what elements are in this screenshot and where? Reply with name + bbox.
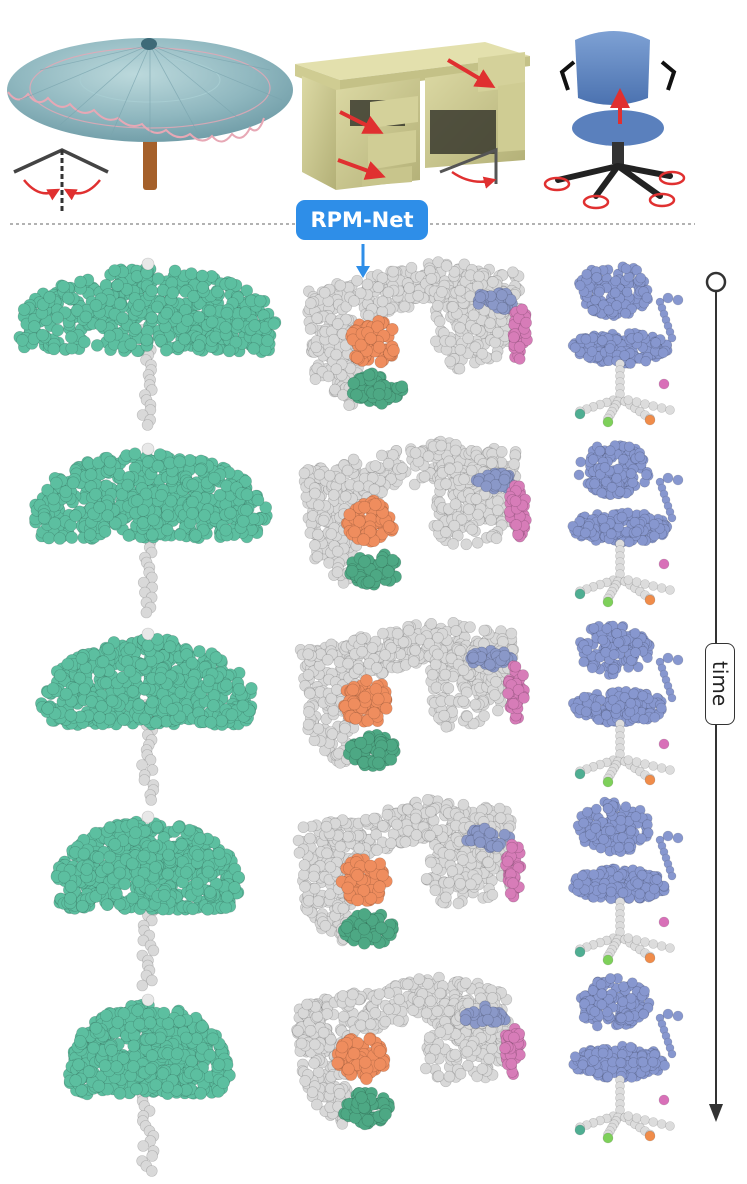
umbrella-frame-3 [35,628,257,806]
input-umbrella [7,38,293,212]
time-label: time [705,643,735,725]
door-arrow [452,172,494,182]
desk-frame-3 [295,617,529,771]
chair-frame-2 [568,441,683,608]
chair-frame-5 [569,973,683,1143]
desk-frame-5 [292,972,527,1130]
umbrella-frame-1 [14,258,281,431]
chair-back [575,31,650,105]
desk-frame-1 [303,257,533,411]
chair-frame-1 [568,262,683,427]
chair-frame-3 [568,621,683,787]
umbrella-motion-diagram [14,150,108,212]
frames [14,257,683,1177]
umbrella-frame-2 [29,443,272,618]
chair-frame-4 [568,797,683,965]
rotate-arrow-right [66,180,100,193]
umbrella-stick [143,135,157,190]
input-chair [545,31,684,208]
rotate-arrow-left [24,180,58,193]
desk-frame-4 [293,794,526,949]
umbrella-frame-5 [63,994,235,1177]
time-axis-arrowhead [709,1104,723,1122]
method-label: RPM-Net [296,200,428,240]
time-axis-start [707,273,725,291]
input-desk [295,42,530,190]
desk-frame-2 [299,436,532,590]
umbrella-frame-4 [51,811,245,991]
